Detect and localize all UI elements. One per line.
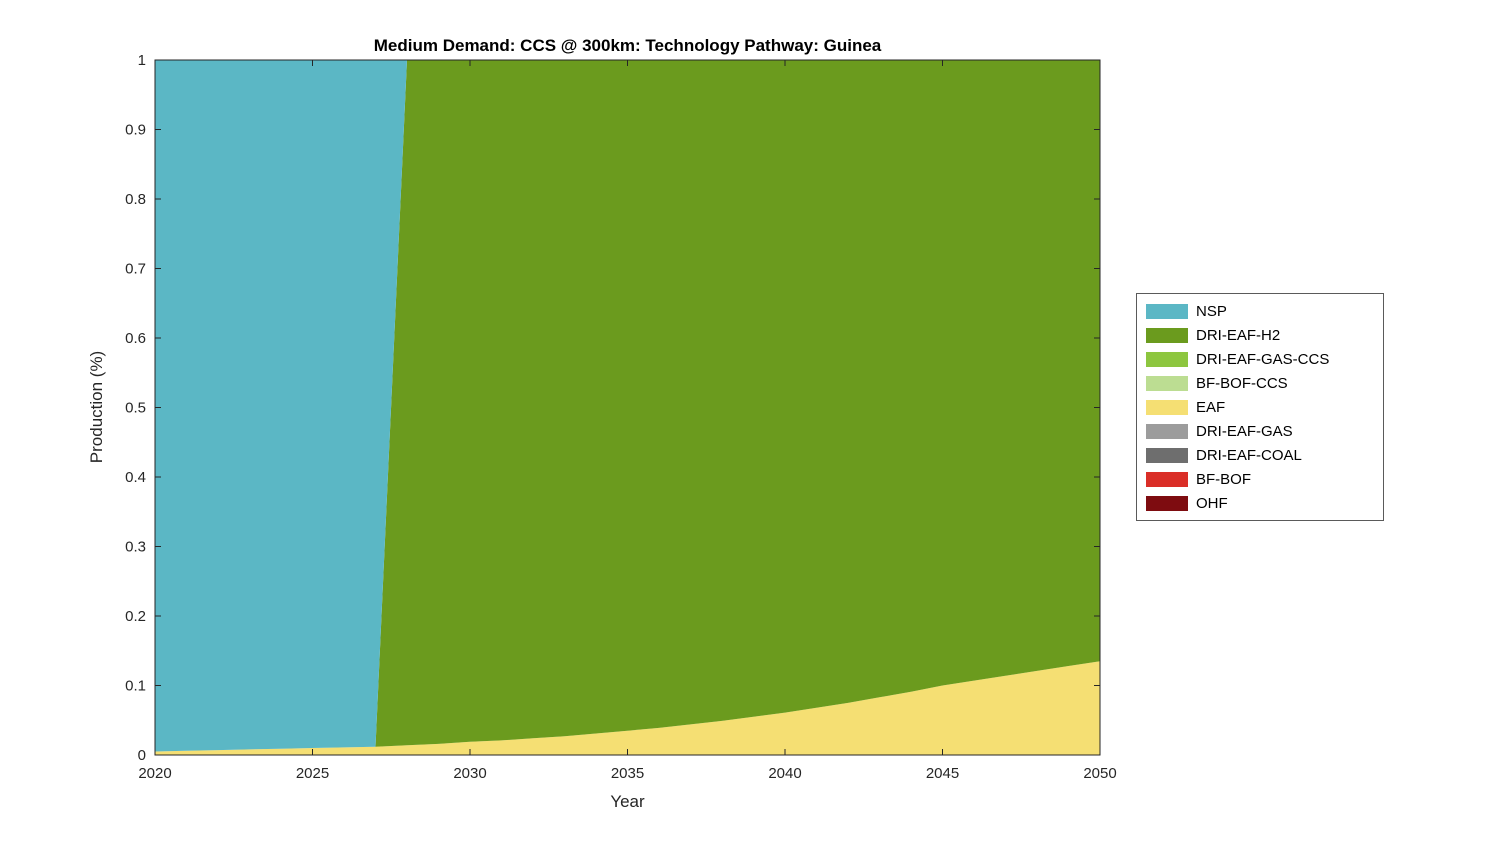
legend-swatch-dri-eaf-h2	[1146, 327, 1188, 343]
y-tick-label: 0	[138, 747, 146, 764]
legend-swatch-dri-eaf-gas	[1146, 423, 1188, 439]
legend-item-dri-eaf-gas: DRI-EAF-GAS	[1137, 419, 1383, 443]
x-axis-label: Year	[610, 792, 645, 811]
y-tick-label: 0.2	[125, 608, 146, 625]
y-tick-label: 0.6	[125, 330, 146, 347]
legend-item-dri-eaf-coal: DRI-EAF-COAL	[1137, 443, 1383, 467]
area-nsp	[155, 60, 1100, 752]
legend-item-eaf: EAF	[1137, 395, 1383, 419]
x-tick-label: 2025	[296, 765, 329, 782]
y-tick-label: 0.9	[125, 122, 146, 139]
legend-label: DRI-EAF-H2	[1196, 326, 1281, 344]
x-tick-label: 2030	[453, 765, 486, 782]
y-tick-label: 0.5	[125, 400, 146, 417]
legend-label: EAF	[1196, 398, 1226, 416]
legend-swatch-dri-eaf-coal	[1146, 447, 1188, 463]
legend-swatch-bf-bof	[1146, 471, 1188, 487]
legend-item-dri-eaf-h2: DRI-EAF-H2	[1137, 323, 1383, 347]
y-tick-label: 0.3	[125, 539, 146, 556]
legend-item-bf-bof: BF-BOF	[1137, 467, 1383, 491]
area-dri-eaf-h2	[155, 60, 1100, 752]
legend-item-bf-bof-ccs: BF-BOF-CCS	[1137, 371, 1383, 395]
legend-label: DRI-EAF-GAS	[1196, 422, 1293, 440]
area-eaf	[155, 661, 1100, 755]
legend-label: NSP	[1196, 302, 1227, 320]
legend-label: BF-BOF-CCS	[1196, 374, 1288, 392]
y-tick-label: 0.8	[125, 191, 146, 208]
x-tick-label: 2020	[138, 765, 171, 782]
legend-swatch-dri-eaf-gas-ccs	[1146, 351, 1188, 367]
chart-title: Medium Demand: CCS @ 300km: Technology P…	[373, 36, 882, 55]
y-tick-label: 0.4	[125, 469, 146, 486]
y-tick-label: 0.7	[125, 261, 146, 278]
x-tick-label: 2035	[611, 765, 644, 782]
legend-label: BF-BOF	[1196, 470, 1251, 488]
y-tick-label: 0.1	[125, 678, 146, 695]
legend-item-dri-eaf-gas-ccs: DRI-EAF-GAS-CCS	[1137, 347, 1383, 371]
legend-label: DRI-EAF-COAL	[1196, 446, 1302, 464]
legend: NSP DRI-EAF-H2 DRI-EAF-GAS-CCS BF-BOF-CCS EA…	[1136, 293, 1384, 521]
legend-swatch-ohf	[1146, 495, 1188, 511]
legend-swatch-eaf	[1146, 399, 1188, 415]
legend-swatch-nsp	[1146, 303, 1188, 319]
y-axis-label: Production (%)	[87, 350, 106, 464]
legend-item-nsp: NSP	[1137, 299, 1383, 323]
x-tick-label: 2050	[1083, 765, 1116, 782]
legend-label: DRI-EAF-GAS-CCS	[1196, 350, 1330, 368]
x-tick-label: 2045	[926, 765, 959, 782]
legend-swatch-bf-bof-ccs	[1146, 375, 1188, 391]
y-tick-label: 1	[138, 52, 146, 69]
legend-label: OHF	[1196, 494, 1228, 512]
legend-item-ohf: OHF	[1137, 491, 1383, 515]
x-tick-label: 2040	[768, 765, 801, 782]
